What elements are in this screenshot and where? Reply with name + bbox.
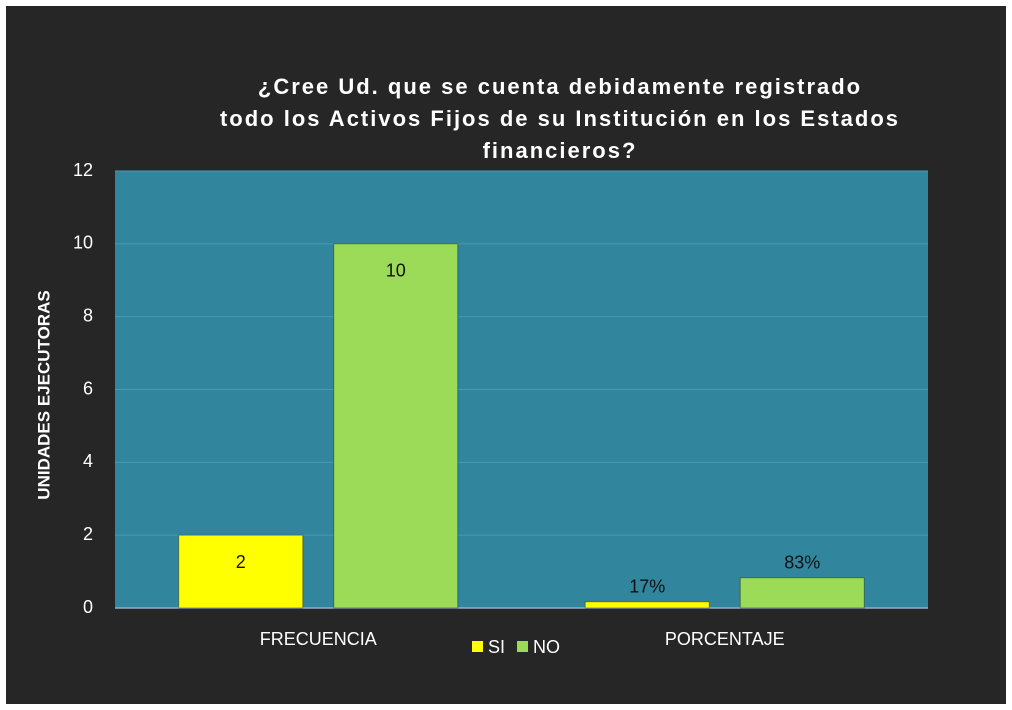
value-label: 17% [629,577,665,597]
x-tick-label: FRECUENCIA [260,629,377,649]
legend-label: SI [488,637,505,657]
y-tick-label: 8 [83,305,93,325]
bar [178,534,304,609]
legend-label: NO [533,637,560,657]
chart-title: todo los Activos Fijos de su Institución… [220,106,900,131]
y-tick-label: 0 [83,597,93,617]
y-tick-label: 12 [73,160,93,180]
x-tick-label: PORCENTAJE [665,629,785,649]
y-tick-label: 4 [83,451,93,471]
chart-title: ¿Cree Ud. que se cuenta debidamente regi… [258,74,862,99]
y-tick-label: 6 [83,378,93,398]
y-axis-label: UNIDADES EJECUTORAS [34,290,53,499]
legend-swatch [472,641,483,652]
legend-swatch [517,641,529,652]
value-label: 2 [236,552,246,572]
bar [739,577,865,609]
chart-title: financieros? [483,138,638,163]
y-tick-label: 2 [83,524,93,544]
value-label: 83% [784,553,820,573]
value-label: 10 [386,261,406,281]
bar [584,601,710,609]
y-tick-label: 10 [73,233,93,253]
bar [333,243,459,609]
